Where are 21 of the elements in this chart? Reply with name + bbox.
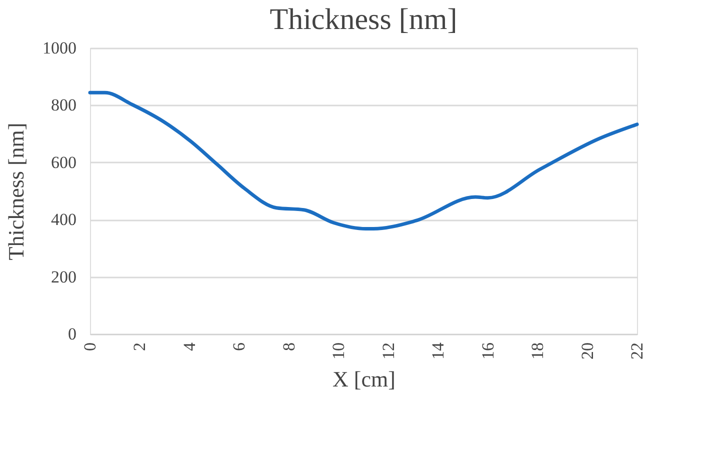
y-tick-label: 400 [51,210,76,230]
x-tick-label: 4 [180,342,199,351]
y-tick-label: 600 [51,152,76,172]
x-tick-label: 12 [378,342,398,360]
x-tick-label: 18 [528,342,548,360]
x-tick-label: 2 [130,342,150,351]
x-tick-label: 20 [578,342,597,360]
x-tick-label: 0 [80,342,100,351]
x-tick-label: 10 [329,342,348,360]
x-tick-label: 16 [478,342,498,360]
line-series [88,90,639,230]
y-tick-label: 800 [51,96,76,115]
y-tick-label: 1000 [42,38,76,58]
x-tick-label: 22 [628,342,646,360]
x-tick-label: 14 [428,342,448,360]
x-tick-label: 6 [230,342,249,351]
y-axis-title: Thickness [nm] [4,122,28,260]
chart-title: Thickness [nm] [270,3,458,36]
x-axis-title: X [cm] [332,366,396,392]
y-tick-label: 200 [51,267,76,286]
x-tick-label: 8 [279,342,298,351]
